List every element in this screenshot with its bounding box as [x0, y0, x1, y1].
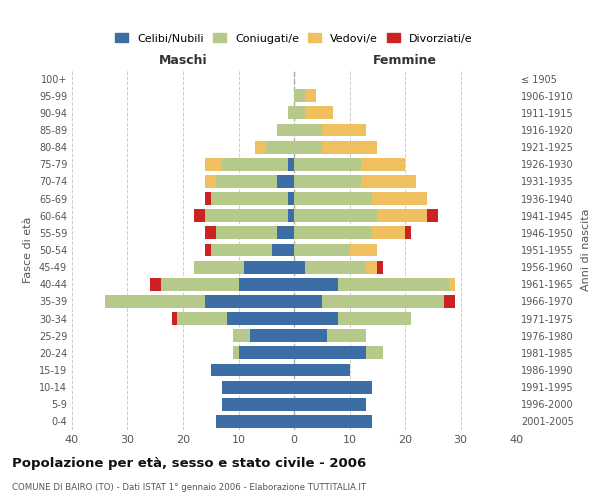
Bar	[205, 158, 222, 170]
Bar	[294, 364, 349, 376]
Bar	[305, 106, 333, 120]
Bar	[289, 192, 294, 205]
Y-axis label: Anni di nascita: Anni di nascita	[581, 209, 590, 291]
Bar	[217, 226, 277, 239]
Text: Maschi: Maschi	[158, 54, 208, 66]
Bar	[449, 278, 455, 290]
Bar	[294, 175, 361, 188]
Bar	[444, 295, 455, 308]
Bar	[294, 260, 305, 274]
Bar	[194, 260, 244, 274]
Bar	[294, 244, 349, 256]
Bar	[305, 90, 316, 102]
Bar	[289, 210, 294, 222]
Bar	[205, 226, 216, 239]
Bar	[338, 278, 449, 290]
Y-axis label: Fasce di età: Fasce di età	[23, 217, 33, 283]
Bar	[277, 226, 294, 239]
Bar	[294, 380, 372, 394]
Bar	[377, 260, 383, 274]
Bar	[272, 244, 294, 256]
Text: Popolazione per età, sesso e stato civile - 2006: Popolazione per età, sesso e stato civil…	[12, 458, 366, 470]
Bar	[294, 330, 328, 342]
Bar	[361, 175, 416, 188]
Bar	[250, 330, 294, 342]
Bar	[233, 346, 239, 360]
Bar	[294, 278, 338, 290]
Bar	[150, 278, 161, 290]
Bar	[372, 192, 427, 205]
Bar	[211, 192, 289, 205]
Bar	[211, 244, 272, 256]
Bar	[161, 278, 239, 290]
Bar	[222, 158, 289, 170]
Text: COMUNE DI BAIRO (TO) - Dati ISTAT 1° gennaio 2006 - Elaborazione TUTTITALIA.IT: COMUNE DI BAIRO (TO) - Dati ISTAT 1° gen…	[12, 482, 366, 492]
Bar	[372, 226, 405, 239]
Bar	[305, 260, 366, 274]
Bar	[205, 175, 216, 188]
Bar	[277, 124, 294, 136]
Bar	[366, 346, 383, 360]
Bar	[205, 244, 211, 256]
Bar	[322, 124, 366, 136]
Bar	[294, 124, 322, 136]
Bar	[277, 175, 294, 188]
Bar	[227, 312, 294, 325]
Bar	[294, 415, 372, 428]
Bar	[294, 158, 361, 170]
Bar	[294, 346, 366, 360]
Bar	[205, 192, 211, 205]
Bar	[172, 312, 178, 325]
Bar	[294, 106, 305, 120]
Bar	[178, 312, 227, 325]
Bar	[222, 380, 294, 394]
Bar	[294, 192, 372, 205]
Bar	[239, 278, 294, 290]
Bar	[289, 106, 294, 120]
Bar	[205, 210, 289, 222]
Bar	[244, 260, 294, 274]
Bar	[361, 158, 405, 170]
Bar	[294, 398, 366, 410]
Bar	[289, 158, 294, 170]
Bar	[349, 244, 377, 256]
Bar	[255, 140, 266, 153]
Bar	[294, 210, 377, 222]
Bar	[338, 312, 410, 325]
Bar	[222, 398, 294, 410]
Bar	[328, 330, 366, 342]
Bar	[294, 90, 305, 102]
Bar	[366, 260, 377, 274]
Bar	[294, 312, 338, 325]
Bar	[322, 140, 377, 153]
Bar	[216, 415, 294, 428]
Bar	[405, 226, 410, 239]
Bar	[377, 210, 427, 222]
Bar	[106, 295, 205, 308]
Bar	[233, 330, 250, 342]
Bar	[322, 295, 444, 308]
Bar	[294, 140, 322, 153]
Bar	[217, 175, 277, 188]
Bar	[239, 346, 294, 360]
Bar	[266, 140, 294, 153]
Bar	[427, 210, 439, 222]
Bar	[294, 295, 322, 308]
Bar	[205, 295, 294, 308]
Bar	[194, 210, 205, 222]
Legend: Celibi/Nubili, Coniugati/e, Vedovi/e, Divorziati/e: Celibi/Nubili, Coniugati/e, Vedovi/e, Di…	[111, 29, 477, 48]
Bar	[294, 226, 372, 239]
Bar	[211, 364, 294, 376]
Text: Femmine: Femmine	[373, 54, 437, 66]
